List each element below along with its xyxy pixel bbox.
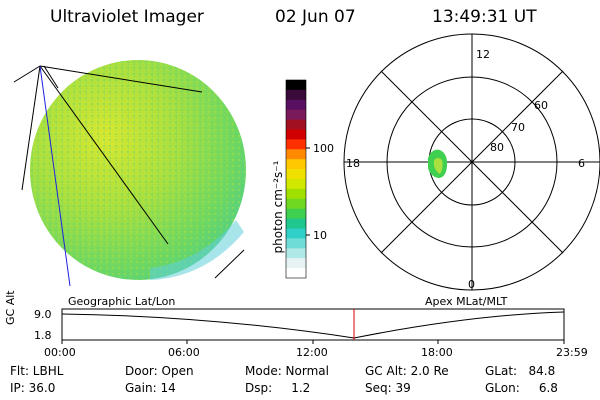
color-bar-segment [286,208,306,220]
color-bar-segment [286,119,306,130]
color-bar-segment [286,238,306,249]
color-bar-segment [286,169,306,180]
color-bar-segment [286,258,306,269]
time-tick-1200: 12:00 [296,346,328,359]
color-bar-segment [286,188,306,200]
door-info: Door: Open [125,364,194,378]
color-bar-segment [286,179,306,190]
time-tick-0600: 06:00 [168,346,200,359]
time-tick-0000: 00:00 [44,346,76,359]
gc-alt-info: GC Alt: 2.0 Re [365,364,449,378]
color-bar-segment [286,139,306,150]
date-label: 02 Jun 07 [275,7,356,27]
altitude-strip-chart [61,308,565,341]
geographic-caption: Geographic Lat/Lon [68,295,176,308]
geo-grid-lines [13,65,245,287]
dsp-info: Dsp: 1.2 [245,381,311,395]
color-bar-segment [286,198,306,210]
color-bar-segment [286,228,306,239]
alt-tick-1-8: 1.8 [34,329,52,342]
ip-info: IP: 36.0 [10,381,56,395]
color-bar-segment [286,109,306,121]
time-tick-2359: 23:59 [556,346,588,359]
color-bar-segment [286,149,306,160]
gc-alt-axis-label: GC Alt [4,290,17,325]
mlt-label-12: 12 [476,48,490,61]
mlt-label-6: 6 [578,157,585,170]
mlat-label-70: 70 [511,121,525,134]
time-label: 13:49:31 UT [432,7,537,27]
color-bar-segment [286,248,306,259]
color-bar-segment [286,99,306,111]
colorbar-tick-100: 100 [313,142,334,155]
gain-info: Gain: 14 [125,381,176,395]
color-bar-segment [286,129,306,140]
color-bar-segment [286,159,306,170]
mlat-label-80: 80 [490,141,504,154]
mlt-label-0: 0 [468,278,475,291]
auroral-blob [428,149,448,178]
filter-info: Flt: LBHL [10,364,64,378]
color-bar-segment [286,218,306,229]
seq-info: Seq: 39 [365,381,411,395]
earth-disk-image [30,60,246,280]
color-bar-segment [286,89,306,101]
mode-info: Mode: Normal [245,364,329,378]
mlt-label-18: 18 [346,157,360,170]
colorbar-tick-10: 10 [313,229,327,242]
altitude-x-ticks [61,340,565,344]
color-bar-frame [285,79,307,279]
color-bar [286,80,306,279]
app-title: Ultraviolet Imager [50,7,204,27]
glon-info: GLon: 6.8 [485,381,558,395]
polar-plot [343,33,600,291]
glat-info: GLat: 84.8 [485,364,556,378]
time-tick-1800: 18:00 [421,346,453,359]
alt-tick-9: 9.0 [34,308,52,321]
color-bar-segment [286,268,306,279]
apex-caption: Apex MLat/MLT [425,295,508,308]
colorbar-unit-label: photon cm⁻²s⁻¹ [271,160,285,254]
color-bar-segment [286,80,306,91]
mlat-label-60: 60 [534,99,548,112]
